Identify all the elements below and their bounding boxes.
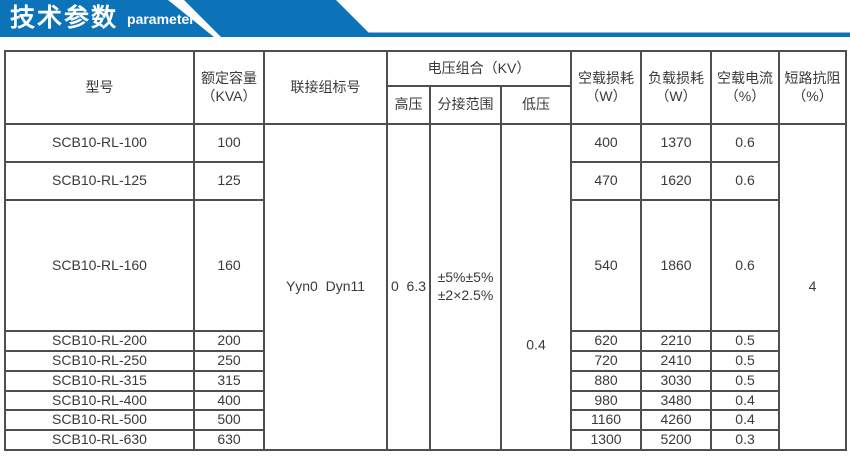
cell-no-load-loss: 1300: [570, 429, 643, 451]
cell-model: SCB10-RL-250: [4, 350, 195, 372]
col-header-low-voltage: 低压: [499, 85, 573, 125]
technical-parameters-table: 型号 额定容量 （KVA） 联接组标号 电压组合（KV） 空载损耗 （W） 负载损耗…: [4, 50, 848, 451]
cell-no-load-current: 0.6: [710, 123, 781, 163]
cell-capacity: 500: [193, 409, 265, 431]
col-header-no-load-loss: 空载损耗 （W）: [570, 50, 643, 125]
cell-tap-range-merged: ±5%±5% ±2×2.5%: [429, 123, 502, 451]
cell-no-load-current: 0.5: [710, 369, 781, 392]
page-subtitle: parameter: [127, 11, 195, 27]
cell-high-voltage-merged: 0 6.3: [386, 123, 431, 451]
cell-load-loss: 3030: [640, 369, 713, 392]
header-row-2: 高压 分接范围 低压: [5, 85, 846, 125]
cell-model: SCB10-RL-160: [4, 199, 195, 332]
table-row: SCB10-RL-200 200 620 2210 0.5: [4, 330, 846, 352]
banner-ribbon-shape: [0, 0, 850, 37]
cell-no-load-loss: 620: [570, 330, 643, 352]
cell-capacity: 400: [193, 389, 265, 411]
cell-capacity: 630: [193, 429, 265, 451]
col-header-model: 型号: [4, 50, 195, 125]
cell-capacity: 125: [193, 161, 265, 201]
cell-no-load-current: 0.5: [710, 350, 781, 372]
cell-capacity: 160: [193, 199, 265, 332]
cell-model: SCB10-RL-500: [4, 409, 195, 431]
cell-no-load-loss: 540: [570, 199, 643, 332]
cell-no-load-current: 0.6: [710, 161, 781, 201]
table-row: SCB10-RL-100 100 Yyn0 Dyn11 0 6.3 ±5%±5%…: [4, 123, 848, 451]
cell-capacity: 200: [193, 330, 265, 352]
col-header-connection: 联接组标号: [263, 50, 388, 125]
col-header-impedance: 短路抗阻 （%）: [778, 50, 848, 125]
col-header-high-voltage: 高压: [386, 85, 431, 125]
cell-model: SCB10-RL-400: [4, 389, 195, 411]
cell-no-load-loss: 400: [570, 123, 643, 163]
cell-capacity: 315: [193, 369, 265, 392]
cell-capacity: 100: [193, 123, 265, 163]
cell-impedance-merged: 4: [778, 123, 848, 451]
col-header-no-load-current: 空载电流 （%）: [710, 50, 781, 125]
cell-model: SCB10-RL-315: [4, 369, 195, 392]
header-row-1: 型号 额定容量 （KVA） 联接组标号 电压组合（KV） 空载损耗 （W） 负载损耗…: [4, 50, 848, 125]
table-row: SCB10-RL-125 125 470 1620 0.6: [4, 161, 846, 201]
col-header-tap-range: 分接范围: [429, 85, 502, 125]
cell-load-loss: 1860: [640, 199, 713, 332]
cell-model: SCB10-RL-125: [4, 161, 195, 201]
cell-low-voltage-merged: 0.4: [499, 123, 573, 451]
cell-no-load-loss: 470: [570, 161, 643, 201]
table-row: SCB10-RL-630 630 1300 5200 0.3: [4, 429, 846, 451]
col-header-voltage-group: 电压组合（KV）: [385, 50, 573, 87]
cell-model: SCB10-RL-630: [4, 429, 195, 451]
cell-load-loss: 4260: [640, 409, 713, 431]
table-row: SCB10-RL-250 250 720 2410 0.5: [4, 350, 846, 372]
cell-no-load-loss: 1160: [570, 409, 643, 431]
cell-load-loss: 2410: [640, 350, 713, 372]
cell-load-loss: 3480: [640, 389, 713, 411]
cell-no-load-loss: 980: [570, 389, 643, 411]
cell-load-loss: 5200: [640, 429, 713, 451]
cell-connection-merged: Yyn0 Dyn11: [263, 123, 388, 451]
col-header-capacity: 额定容量 （KVA）: [193, 50, 265, 125]
cell-no-load-current: 0.5: [710, 330, 781, 352]
table-row: SCB10-RL-315 315 880 3030 0.5: [4, 369, 846, 392]
table-row: SCB10-RL-160 160 540 1860 0.6: [4, 199, 846, 332]
cell-no-load-current: 0.4: [710, 389, 781, 411]
table-row: SCB10-RL-500 500 1160 4260 0.4: [4, 409, 846, 431]
section-header-banner: 技术参数 parameter: [0, 0, 850, 40]
cell-model: SCB10-RL-100: [4, 123, 195, 163]
cell-load-loss: 1370: [640, 123, 713, 163]
cell-load-loss: 1620: [640, 161, 713, 201]
cell-load-loss: 2210: [640, 330, 713, 352]
cell-no-load-loss: 720: [570, 350, 643, 372]
page-title: 技术参数: [10, 4, 119, 32]
cell-no-load-current: 0.6: [710, 199, 781, 332]
banner-text: 技术参数 parameter: [10, 0, 195, 37]
cell-no-load-loss: 880: [570, 369, 643, 392]
cell-model: SCB10-RL-200: [4, 330, 195, 352]
cell-capacity: 250: [193, 350, 265, 372]
cell-no-load-current: 0.4: [710, 409, 781, 431]
col-header-load-loss: 负载损耗 （W）: [640, 50, 713, 125]
cell-no-load-current: 0.3: [710, 429, 781, 451]
